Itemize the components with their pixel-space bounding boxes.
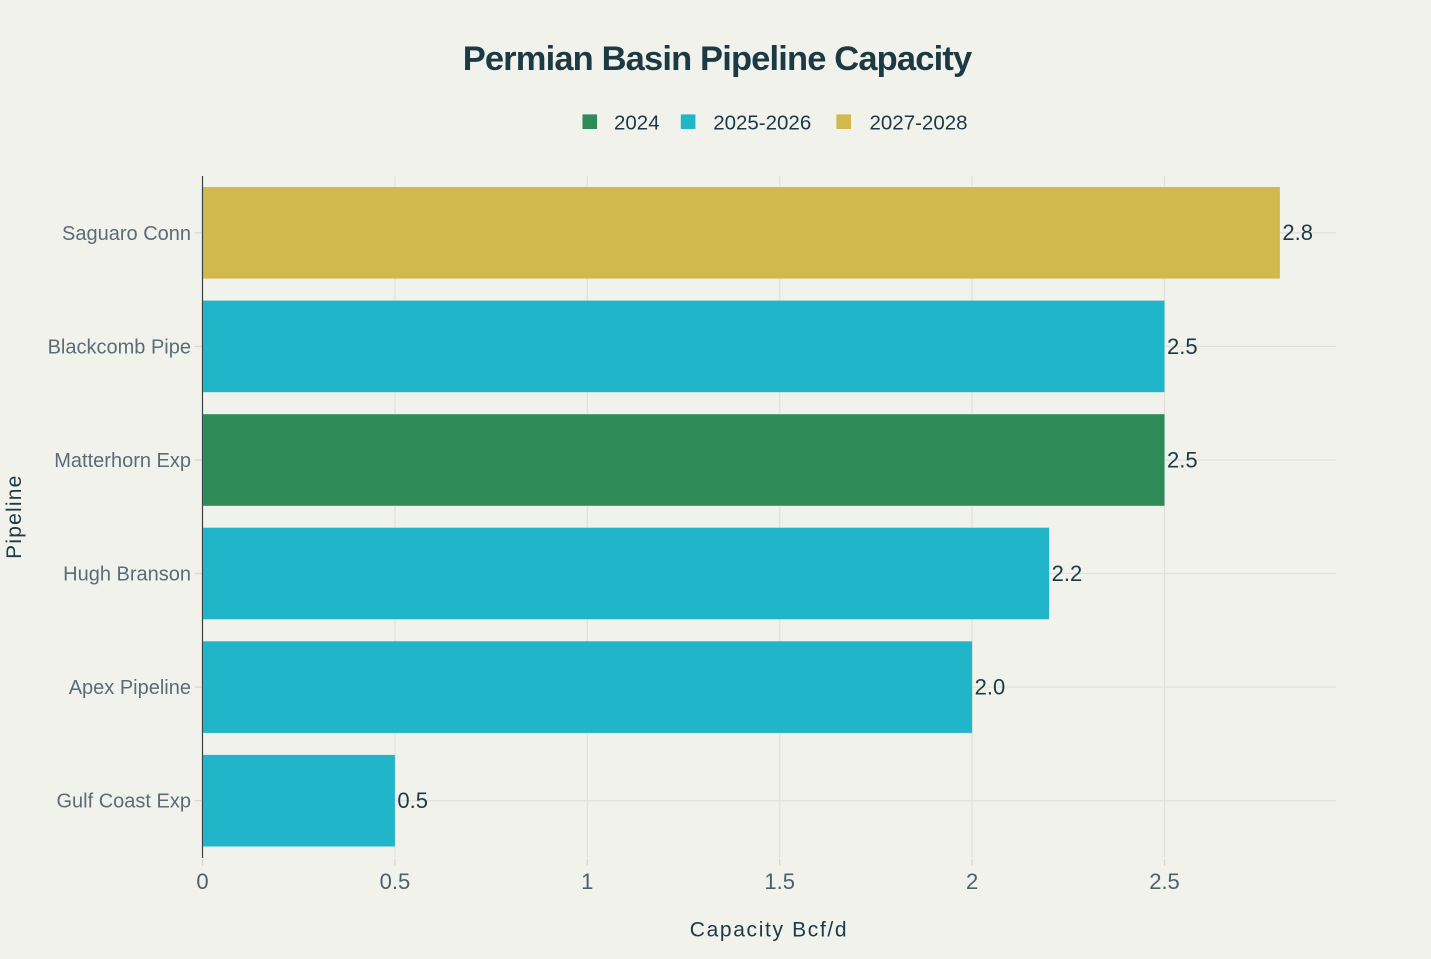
svg-text:Blackcomb Pipe: Blackcomb Pipe bbox=[48, 336, 191, 358]
svg-text:Permian Basin Pipeline Capacit: Permian Basin Pipeline Capacity bbox=[463, 40, 972, 78]
svg-text:Hugh Branson: Hugh Branson bbox=[63, 564, 191, 586]
svg-text:2027-2028: 2027-2028 bbox=[870, 111, 968, 134]
svg-text:2.2: 2.2 bbox=[1052, 561, 1083, 586]
svg-text:2.5: 2.5 bbox=[1167, 447, 1198, 472]
svg-text:1.5: 1.5 bbox=[764, 869, 795, 894]
svg-text:0.5: 0.5 bbox=[380, 869, 411, 894]
svg-text:0.5: 0.5 bbox=[397, 788, 428, 813]
svg-text:Apex Pipeline: Apex Pipeline bbox=[69, 677, 191, 699]
svg-text:Saguaro Conn: Saguaro Conn bbox=[62, 223, 191, 245]
svg-text:Matterhorn Exp: Matterhorn Exp bbox=[54, 450, 191, 472]
svg-text:2025-2026: 2025-2026 bbox=[713, 111, 811, 134]
svg-text:2.5: 2.5 bbox=[1149, 869, 1180, 894]
svg-text:2024: 2024 bbox=[614, 111, 660, 134]
svg-text:2.0: 2.0 bbox=[975, 675, 1006, 700]
svg-text:Pipeline: Pipeline bbox=[3, 475, 26, 559]
svg-text:Capacity Bcf/d: Capacity Bcf/d bbox=[690, 919, 849, 942]
svg-text:2.5: 2.5 bbox=[1167, 334, 1198, 359]
svg-text:0: 0 bbox=[196, 869, 208, 894]
svg-text:1: 1 bbox=[581, 869, 593, 894]
svg-text:2.8: 2.8 bbox=[1282, 220, 1313, 245]
svg-text:Gulf Coast Exp: Gulf Coast Exp bbox=[56, 791, 191, 813]
svg-text:2: 2 bbox=[966, 869, 978, 894]
